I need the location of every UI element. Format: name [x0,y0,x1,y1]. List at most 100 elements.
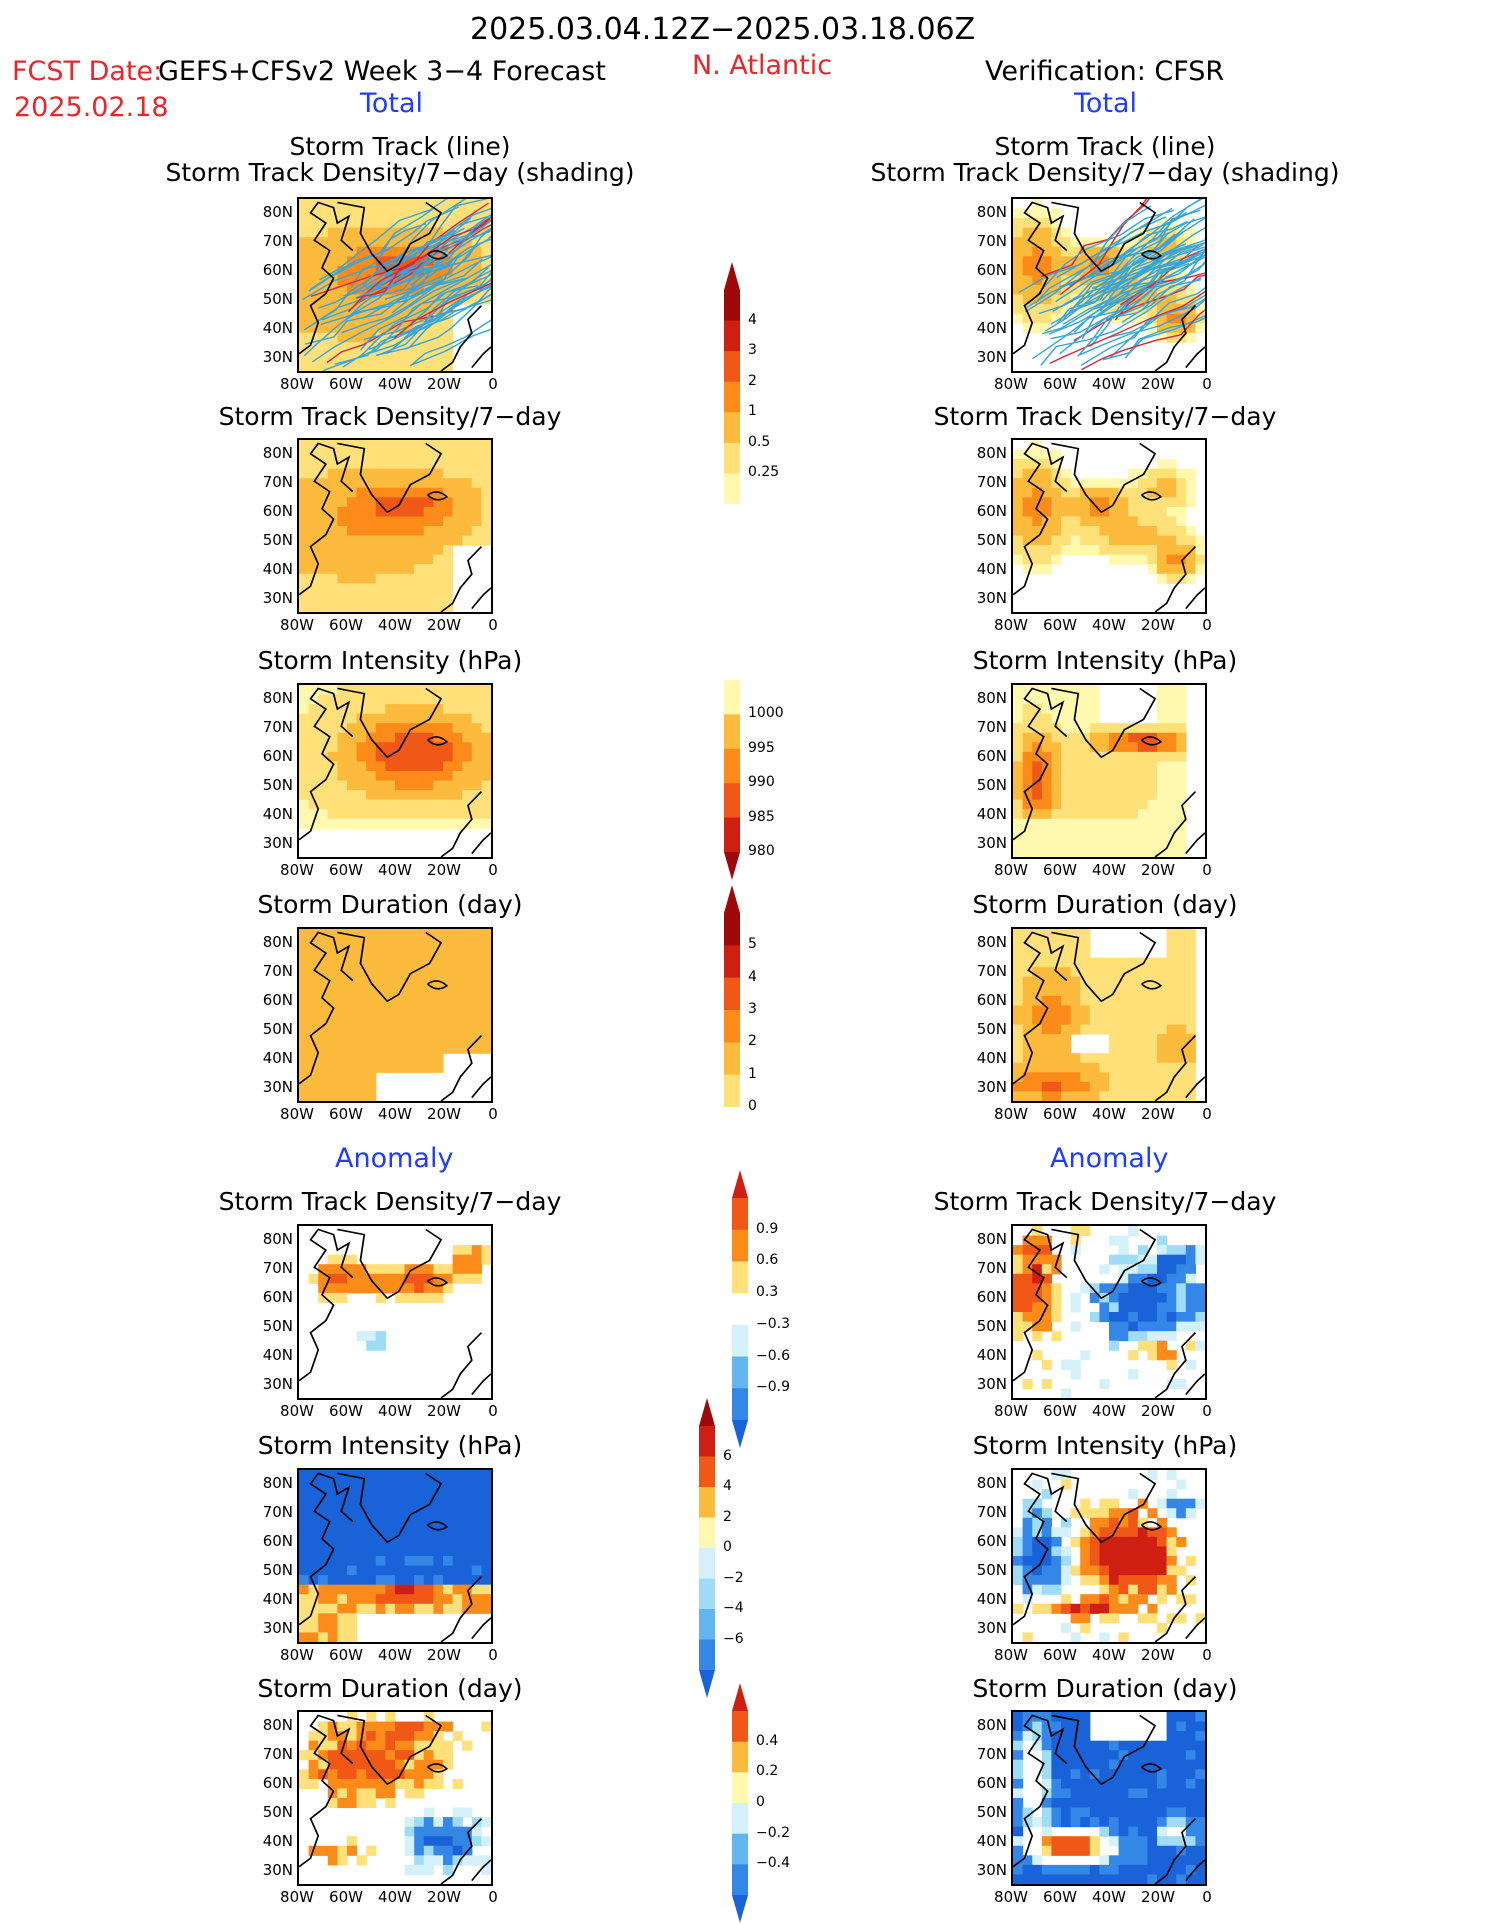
heatmap-cell [481,265,491,276]
heatmap-cell [356,1546,367,1557]
heatmap-cell [1137,1034,1148,1045]
heatmap-cell [1137,497,1148,508]
heatmap-cell [1128,1798,1139,1809]
heatmap-cell [443,771,454,782]
heatmap-cell [308,1273,319,1284]
heatmap-cell [1061,929,1072,940]
heatmap-cell [404,818,415,829]
heatmap-cell [395,799,406,810]
heatmap-cell [1118,967,1129,978]
heatmap-cell [308,1546,319,1557]
heatmap-cell [1166,1565,1177,1576]
heatmap-cell [337,694,348,705]
heatmap-cell [1070,1721,1081,1732]
heatmap-cell [462,208,473,219]
heatmap-cell [1176,1836,1187,1847]
heatmap-cell [452,957,463,968]
heatmap-cell [1137,1874,1148,1884]
heatmap-cell [395,526,406,537]
heatmap-cell [1051,1817,1062,1828]
heatmap-cell [1070,1603,1081,1614]
heatmap-cell [423,545,434,556]
heatmap-cell [1109,1340,1120,1351]
heatmap-cell [1089,1283,1100,1294]
heatmap-cell [385,790,396,801]
heatmap-cell [299,780,310,791]
heatmap-cell [452,1594,463,1605]
heatmap-cell [347,809,358,820]
heatmap-cell [385,1053,396,1064]
heatmap-cell [1080,478,1091,489]
heatmap-cell [318,957,329,968]
heatmap-cell [423,1807,434,1818]
heatmap-cell [299,986,310,997]
heatmap-cell [1166,761,1177,772]
lat-tick-label: 80N [262,203,293,221]
heatmap-cell [481,497,491,508]
heatmap-cell [1137,526,1148,537]
heatmap-cell [1051,837,1062,848]
heatmap-cell [356,1283,367,1294]
heatmap-cell [1041,1778,1052,1789]
heatmap-cell [443,976,454,987]
heatmap-cell [443,468,454,479]
heatmap-cell [433,685,444,696]
heatmap-cell [1109,516,1120,527]
heatmap-cell [1157,1264,1168,1275]
heatmap-cell [327,1517,338,1528]
heatmap-cell [366,1043,377,1054]
heatmap-cell [395,1731,406,1742]
heatmap-cell [299,275,310,286]
colorbar-label: 980 [748,843,775,859]
heatmap-cell [423,1546,434,1557]
heatmap-cell [443,208,454,219]
heatmap-cell [308,771,319,782]
heatmap-cell [347,275,358,286]
heatmap-cell [1176,948,1187,959]
heatmap-cell [1118,1798,1129,1809]
heatmap-cell [1099,1015,1110,1026]
heatmap-cell [318,1556,329,1567]
heatmap-cell [347,976,358,987]
lat-tick-label: 30N [976,1861,1007,1879]
heatmap-cell [433,742,444,753]
heatmap-cell [1176,1594,1187,1605]
heatmap-cell [1022,285,1033,296]
colorbar-segment [699,1639,715,1671]
heatmap-cell [414,516,425,527]
heatmap-cell [318,1769,329,1780]
heatmap-cell [347,506,358,517]
heatmap-cell [1051,976,1062,987]
heatmap-cell [462,227,473,238]
heatmap-cell [1137,1292,1148,1303]
heatmap-cell [462,275,473,286]
heatmap-cell [1051,771,1062,782]
heatmap-cell [1195,1245,1205,1256]
heatmap-cell [395,1479,406,1490]
heatmap-cell [385,1546,396,1557]
heatmap-cell [356,516,367,527]
heatmap-cell [318,592,329,603]
heatmap-cell [1022,837,1033,848]
heatmap-cell [1109,1613,1120,1624]
heatmap-cell [481,440,491,451]
heatmap-cell [327,487,338,498]
heatmap-cell [1013,1759,1024,1770]
heatmap-cell [1032,1479,1043,1490]
colorbar-segment [724,1074,740,1107]
heatmap-cell [1041,564,1052,575]
heatmap-cell [356,780,367,791]
heatmap-cell [404,497,415,508]
heatmap-cell [347,449,358,460]
heatmap-cell [1080,1527,1091,1538]
heatmap-cell [1089,957,1100,968]
heatmap-cell [433,780,444,791]
heatmap-cell [1032,275,1043,286]
heatmap-cell [414,704,425,715]
heatmap-cell [433,1845,444,1856]
lon-tick-label: 20W [427,616,461,634]
heatmap-cell [1051,275,1062,286]
heatmap-cell [337,573,348,584]
heatmap-cell [1166,1245,1177,1256]
heatmap-cell [433,723,444,734]
